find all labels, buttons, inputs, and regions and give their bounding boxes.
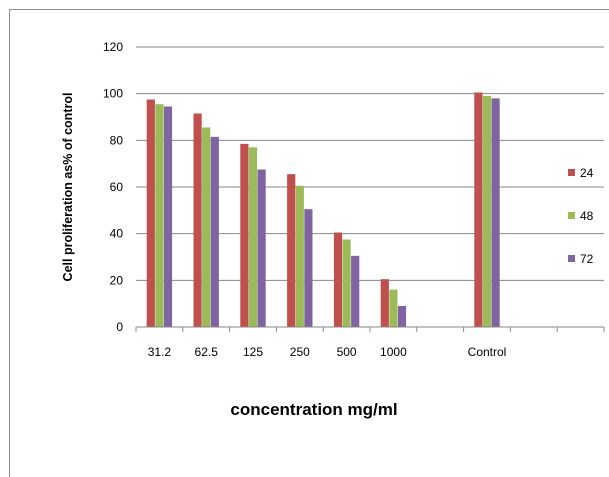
bar-48-500 — [342, 239, 351, 327]
x-tick-label: 500 — [337, 345, 357, 359]
legend-swatch-24 — [568, 169, 575, 176]
y-tick-label: 100 — [103, 87, 123, 101]
bar-48-1000 — [389, 289, 398, 327]
x-tick-label: 250 — [290, 345, 310, 359]
bar-24-250 — [287, 174, 296, 327]
x-tick-labels: 31.2 62.5 125 250 500 1000 Control — [148, 345, 507, 359]
gridlines — [135, 46, 605, 332]
legend-swatch-72 — [568, 255, 575, 262]
bar-72-31.2 — [163, 106, 173, 327]
bar-24-1000 — [380, 279, 389, 327]
x-tick-label: Control — [468, 345, 507, 359]
bar-72-500 — [351, 255, 360, 327]
y-tick-label: 60 — [110, 180, 124, 194]
bar-48-31.2 — [155, 104, 164, 328]
legend-swatch-48 — [568, 212, 575, 219]
y-tick-label: 40 — [110, 227, 124, 241]
bar-72-Control — [491, 98, 500, 327]
x-tick-label: 31.2 — [148, 345, 172, 359]
legend-label-48: 48 — [580, 209, 594, 223]
bar-24-62.5 — [193, 113, 202, 327]
bar-72-250 — [304, 209, 313, 327]
x-tick-label: 125 — [243, 345, 263, 359]
bar-24-31.2 — [146, 99, 155, 327]
chart-frame — [9, 9, 609, 477]
bar-24-125 — [240, 143, 249, 327]
legend: 24 48 72 — [568, 166, 594, 266]
bar-48-125 — [248, 147, 258, 327]
x-axis-title: concentration mg/ml — [230, 400, 397, 419]
y-axis-title: Cell proliferation as% of control — [61, 93, 75, 282]
y-tick-label: 20 — [110, 273, 124, 287]
legend-label-24: 24 — [580, 166, 594, 180]
bar-24-Control — [474, 92, 483, 327]
x-tick-label: 62.5 — [195, 345, 219, 359]
bars — [146, 92, 500, 328]
y-tick-labels: 0 20 40 60 80 100 120 — [103, 40, 123, 334]
bar-48-250 — [295, 185, 304, 327]
bar-48-Control — [482, 96, 492, 327]
bar-24-500 — [333, 232, 343, 327]
bar-72-1000 — [397, 306, 407, 327]
y-tick-label: 80 — [110, 133, 124, 147]
bar-72-62.5 — [210, 136, 219, 327]
legend-label-72: 72 — [580, 252, 594, 266]
bar-72-125 — [257, 169, 266, 327]
y-tick-label: 0 — [116, 320, 123, 334]
x-tick-label: 1000 — [380, 345, 407, 359]
y-tick-label: 120 — [103, 40, 123, 54]
bar-48-62.5 — [202, 127, 211, 327]
